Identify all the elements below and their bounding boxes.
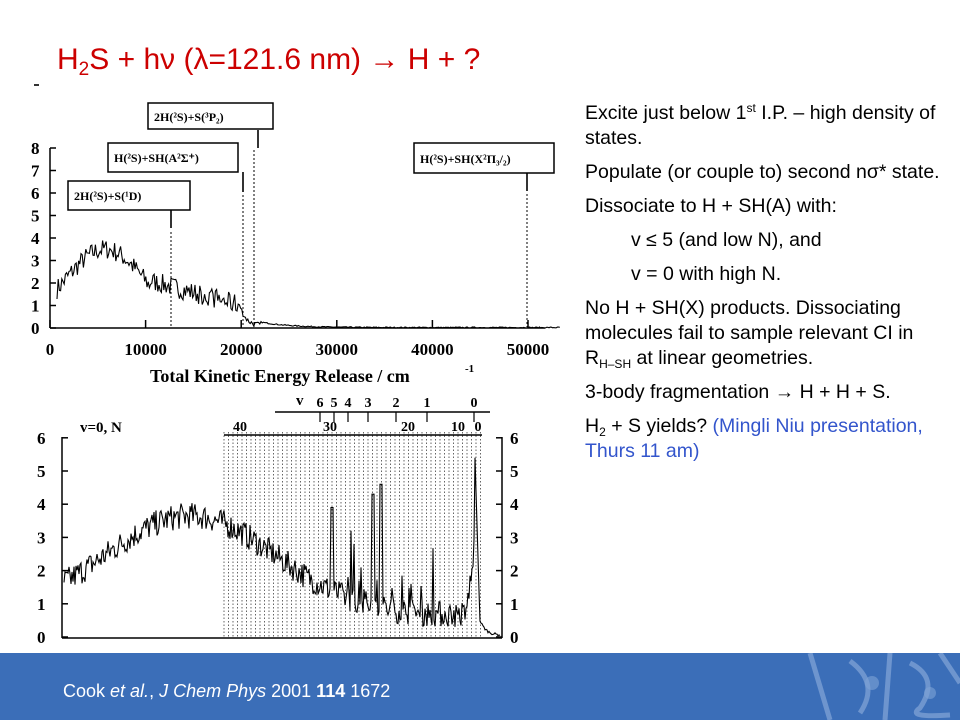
bottom-right-y-tick-label: 1	[510, 595, 519, 614]
n-tick-label: 30	[323, 420, 337, 435]
transition-label: H(²S)+SH(A²Σ⁺)	[114, 151, 199, 165]
bottom-right-y-tick-label: 6	[510, 429, 519, 448]
v-tick-label: 0	[471, 396, 478, 411]
bottom-left-y-tick-label: 1	[37, 595, 46, 614]
presentation-reference: (Mingli Niu presentation, Thurs 11 am)	[585, 415, 923, 462]
v-label: v	[296, 393, 304, 409]
top-y-tick-label: 0	[31, 319, 40, 338]
top-x-tick-label: 10000	[124, 340, 167, 359]
note-h2-yields: H2 + S yields? (Mingli Niu presentation,…	[585, 415, 923, 462]
bottom-left-y-tick-label: 4	[37, 495, 46, 514]
top-x-tick-label: 30000	[316, 340, 359, 359]
top-y-tick-label: 3	[31, 252, 40, 271]
v-tick-label: 5	[331, 396, 338, 411]
v-tick-label: 1	[424, 396, 431, 411]
bottom-axes	[61, 437, 503, 639]
top-label-boxes	[67, 102, 555, 211]
v-tick-label: 3	[365, 396, 372, 411]
n-tick-label: 10	[451, 420, 465, 435]
top-y-tick-label: 4	[31, 229, 40, 248]
top-x-tick-label: 20000	[220, 340, 263, 359]
top-x-axis-label: Total Kinetic Energy Release / cm	[150, 366, 410, 386]
bottom-spectrum-trace	[63, 457, 501, 637]
bottom-right-y-tick-label: 3	[510, 528, 519, 547]
transition-label: 2H(²S)+S(¹D)	[74, 189, 141, 203]
note-v-low: v ≤ 5 (and low N), and	[631, 229, 822, 251]
v-tick-label: 6	[317, 396, 324, 411]
top-x-axis-label-superscript: -1	[465, 363, 474, 375]
bottom-left-y-tick-label: 6	[37, 429, 46, 448]
top-y-tick-label: 1	[31, 297, 40, 316]
notes-panel: Excite just below 1st I.P. – high densit…	[585, 101, 945, 473]
bottom-right-y-tick-label: 2	[510, 562, 519, 581]
bottom-left-y-tick-label: 2	[37, 562, 46, 581]
slide-title: H2S + hν (λ=121.6 nm) → H + ?	[57, 43, 481, 80]
university-crest-logo	[807, 653, 960, 720]
bottom-right-y-tick-label: 5	[510, 462, 519, 481]
bottom-left-y-tick-label: 5	[37, 462, 46, 481]
note-no-products: No H + SH(X) products. Dissociating mole…	[585, 297, 914, 371]
citation: Cook et al., J Chem Phys 2001 114 1672	[63, 681, 391, 701]
note-excite: Excite just below 1st I.P. – high densit…	[585, 101, 936, 149]
v-tick-label: 2	[393, 396, 400, 411]
bottom-right-y-tick-label: 0	[510, 628, 519, 647]
top-y-tick-label: 6	[31, 184, 40, 203]
top-y-tick-label: 5	[31, 207, 40, 226]
note-populate: Populate (or couple to) second nσ* state…	[585, 161, 940, 183]
top-y-tick-label: 7	[31, 162, 40, 181]
top-x-tick-label: 50000	[507, 340, 550, 359]
v0-n-label: v=0, N	[80, 420, 122, 436]
top-axes	[49, 148, 545, 329]
stray-mark	[34, 84, 39, 86]
top-spectrum-trace	[56, 240, 560, 329]
footer-bar: Cook et al., J Chem Phys 2001 114 1672	[0, 653, 960, 720]
top-y-tick-label: 2	[31, 274, 40, 293]
top-x-tick-label: 0	[46, 340, 55, 359]
label-arrows	[170, 130, 528, 228]
n-tick-label: 40	[233, 420, 247, 435]
transition-label: 2H(²S)+S(³P₂)	[154, 110, 224, 124]
bottom-right-y-tick-label: 4	[510, 495, 519, 514]
bottom-left-y-tick-label: 3	[37, 528, 46, 547]
n-tick-label: 0	[475, 420, 482, 435]
note-three-body: 3-body fragmentation → H + H + S.	[585, 381, 891, 403]
note-v-zero: v = 0 with high N.	[631, 263, 782, 285]
n-tick-label: 20	[401, 420, 415, 435]
v-tick-label: 4	[345, 396, 352, 411]
spectra-figure: 2H(²S)+S(³P₂) H(²S)+SH(A²Σ⁺) 2H(²S)+S(¹D) H…	[31, 102, 560, 647]
note-dissociate: Dissociate to H + SH(A) with:	[585, 195, 837, 217]
top-y-tick-label: 8	[31, 139, 40, 158]
bottom-left-y-tick-label: 0	[37, 628, 46, 647]
transition-label: H(²S)+SH(X²Π₃/₂)	[420, 152, 511, 166]
top-x-tick-label: 40000	[411, 340, 454, 359]
